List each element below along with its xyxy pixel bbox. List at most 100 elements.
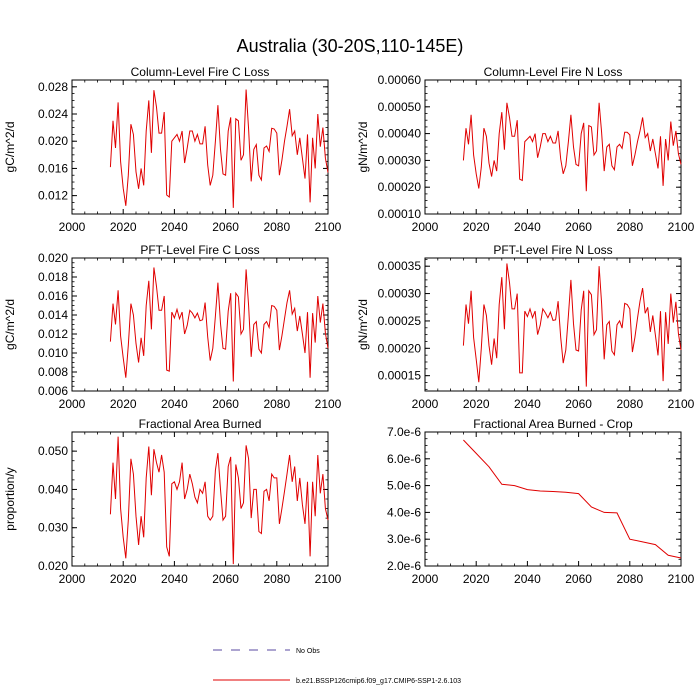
x-tick-label: 2020 <box>110 572 137 586</box>
chart-panel-4: PFT-Level Fire N Loss 2000 2020 2040 2060 208… <box>356 243 695 411</box>
y-tick-label: 3.0e-6 <box>387 532 421 546</box>
y-tick-label: 0.00050 <box>378 100 422 114</box>
x-tick-label: 2100 <box>315 572 342 586</box>
x-tick-label: 2040 <box>161 220 188 234</box>
y-tick-label: 6.0e-6 <box>387 452 421 466</box>
x-tick-label: 2040 <box>514 397 541 411</box>
chart-title: Column-Level Fire C Loss <box>131 65 270 79</box>
x-tick-label: 2040 <box>161 572 188 586</box>
y-tick-label: 0.00035 <box>378 259 422 273</box>
chart-panel-3: PFT-Level Fire C Loss 2000 2020 2040 2060 208… <box>3 243 342 411</box>
x-tick-label: 2080 <box>616 572 643 586</box>
x-tick-label: 2020 <box>463 397 490 411</box>
y-tick-label: 0.00040 <box>378 127 422 141</box>
chart-title: Column-Level Fire N Loss <box>484 65 623 79</box>
y-tick-label: 2.0e-6 <box>387 559 421 573</box>
y-tick-label: 0.028 <box>38 80 68 94</box>
y-tick-label: 5.0e-6 <box>387 479 421 493</box>
y-tick-label: 0.014 <box>38 308 68 322</box>
y-tick-label: 0.016 <box>38 289 68 303</box>
x-tick-label: 2060 <box>212 220 239 234</box>
y-axis-label: gC/m^2/d <box>3 299 17 350</box>
x-tick-label: 2040 <box>514 220 541 234</box>
y-tick-label: 0.020 <box>38 134 68 148</box>
series-line <box>109 436 329 565</box>
plot-frame <box>71 431 329 567</box>
x-tick-label: 2080 <box>263 220 290 234</box>
plot-frame <box>71 257 329 392</box>
y-tick-label: 0.020 <box>38 559 68 573</box>
y-tick-label: 7.0e-6 <box>387 425 421 439</box>
plot-frame <box>424 79 682 215</box>
y-tick-label: 0.00020 <box>378 180 422 194</box>
x-tick-label: 2000 <box>59 572 86 586</box>
x-tick-label: 2000 <box>412 220 439 234</box>
x-tick-label: 2020 <box>463 220 490 234</box>
x-tick-label: 2080 <box>616 220 643 234</box>
y-tick-label: 0.008 <box>38 365 68 379</box>
legend-model-label: b.e21.BSSP126cmip6.f09_g17.CMIP6-SSP1-2.… <box>296 678 461 685</box>
x-tick-label: 2060 <box>212 397 239 411</box>
x-tick-label: 2100 <box>668 572 695 586</box>
plot-frame <box>71 79 329 215</box>
y-tick-label: 0.012 <box>38 327 68 341</box>
chart-title: Fractional Area Burned <box>139 417 262 431</box>
x-tick-label: 2100 <box>668 220 695 234</box>
y-tick-label: 0.010 <box>38 346 68 360</box>
x-tick-label: 2080 <box>263 397 290 411</box>
y-axis-label: proportion/y <box>3 467 17 530</box>
series-line <box>462 263 682 387</box>
y-tick-label: 0.00060 <box>378 73 422 87</box>
y-tick-label: 0.00020 <box>378 341 422 355</box>
x-tick-label: 2060 <box>565 220 592 234</box>
series-line <box>462 102 682 192</box>
y-tick-label: 0.018 <box>38 270 68 284</box>
y-tick-label: 4.0e-6 <box>387 505 421 519</box>
figure-title: Australia (30-20S,110-145E) <box>237 36 464 56</box>
series-line <box>463 439 682 559</box>
y-tick-label: 0.030 <box>38 521 68 535</box>
chart-title: PFT-Level Fire C Loss <box>140 243 259 257</box>
plot-frame <box>424 431 682 567</box>
x-tick-label: 2020 <box>463 572 490 586</box>
y-tick-label: 0.00025 <box>378 314 422 328</box>
chart-panel-2: Column-Level Fire N Loss 2000 2020 2040 2060… <box>356 65 695 234</box>
y-tick-label: 0.00010 <box>378 207 422 221</box>
y-tick-label: 0.012 <box>38 189 68 203</box>
x-tick-label: 2020 <box>110 220 137 234</box>
x-tick-label: 2000 <box>412 572 439 586</box>
x-tick-label: 2080 <box>263 572 290 586</box>
panel-grid: Column-Level Fire C Loss 2000 2020 2040 2060… <box>3 65 695 586</box>
chart-title: Fractional Area Burned - Crop <box>473 417 633 431</box>
y-tick-label: 0.020 <box>38 251 68 265</box>
x-tick-label: 2000 <box>412 397 439 411</box>
x-tick-label: 2040 <box>161 397 188 411</box>
y-tick-label: 0.00015 <box>378 369 422 383</box>
y-axis-label: gN/m^2/d <box>356 299 370 350</box>
y-tick-label: 0.00030 <box>378 287 422 301</box>
y-tick-label: 0.006 <box>38 384 68 398</box>
x-tick-label: 2100 <box>668 397 695 411</box>
x-tick-label: 2060 <box>565 572 592 586</box>
y-tick-label: 0.040 <box>38 482 68 496</box>
x-tick-label: 2000 <box>59 220 86 234</box>
legend: No Obs b.e21.BSSP126cmip6.f09_g17.CMIP6-… <box>213 648 461 685</box>
legend-obs-label: No Obs <box>296 648 320 655</box>
chart-panel-6: Fractional Area Burned - Crop 2000 2020 204… <box>387 417 695 586</box>
y-axis-label: gN/m^2/d <box>356 122 370 173</box>
x-tick-label: 2060 <box>565 397 592 411</box>
plot-frame <box>424 257 682 392</box>
series-line <box>109 89 329 208</box>
x-tick-label: 2060 <box>212 572 239 586</box>
y-tick-label: 0.016 <box>38 161 68 175</box>
x-tick-label: 2040 <box>514 572 541 586</box>
y-tick-label: 0.024 <box>38 107 68 121</box>
x-tick-label: 2100 <box>315 397 342 411</box>
x-tick-label: 2080 <box>616 397 643 411</box>
chart-title: PFT-Level Fire N Loss <box>493 243 612 257</box>
x-tick-label: 2100 <box>315 220 342 234</box>
chart-panel-5: Fractional Area Burned 2000 2020 2040 2060 20… <box>3 417 342 586</box>
y-tick-label: 0.00030 <box>378 153 422 167</box>
y-axis-label: gC/m^2/d <box>3 122 17 173</box>
